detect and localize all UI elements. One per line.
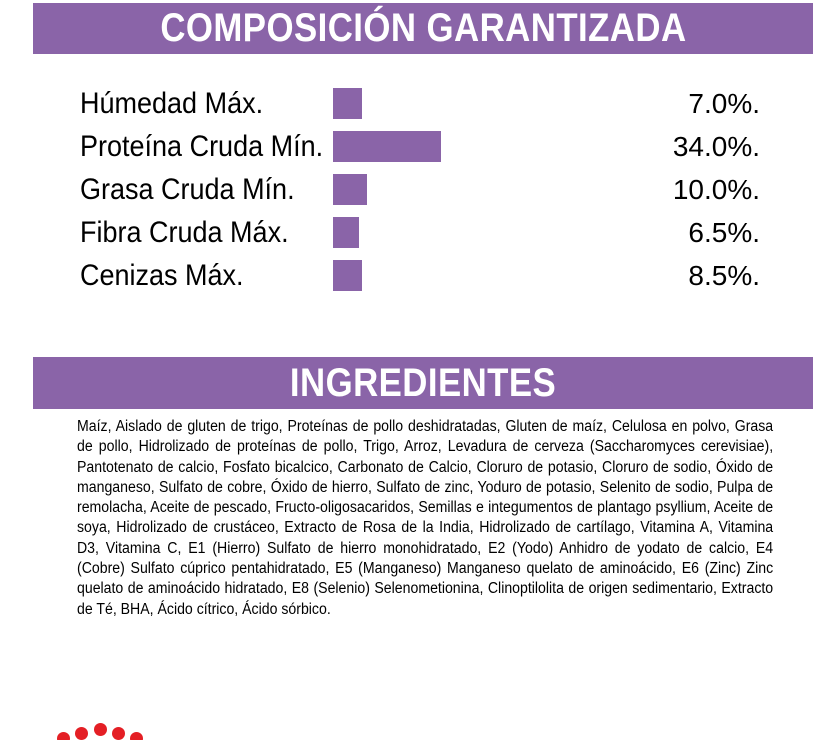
analysis-bar: [333, 217, 359, 248]
logo-dot-icon: [130, 732, 143, 740]
logo-dot-icon: [94, 723, 107, 736]
logo-dot-icon: [57, 732, 70, 740]
ingredients-paragraph: Maíz, Aislado de gluten de trigo, Proteí…: [77, 418, 774, 618]
analysis-value: 8.5%.: [688, 259, 760, 291]
guaranteed-analysis-table: Húmedad Máx. 7.0%. Proteína Cruda Mín. 34.0…: [0, 82, 840, 297]
ingredientes-title: INGREDIENTES: [289, 360, 557, 405]
analysis-bar: [333, 260, 362, 291]
analysis-bar: [333, 131, 441, 162]
analysis-row: Húmedad Máx. 7.0%.: [0, 82, 840, 125]
logo-dot-icon: [75, 727, 88, 740]
analysis-bar: [333, 88, 362, 119]
composicion-header-band: COMPOSICIÓN GARANTIZADA: [33, 3, 813, 54]
analysis-nutrient-label: Cenizas Máx.: [80, 258, 244, 292]
analysis-nutrient-label: Grasa Cruda Mín.: [80, 172, 295, 206]
composicion-title: COMPOSICIÓN GARANTIZADA: [159, 6, 687, 50]
analysis-nutrient-label: Fibra Cruda Máx.: [80, 215, 289, 249]
analysis-row: Grasa Cruda Mín. 10.0%.: [0, 168, 840, 211]
analysis-row: Proteína Cruda Mín. 34.0%.: [0, 125, 840, 168]
ingredientes-header-band: INGREDIENTES: [33, 357, 813, 409]
analysis-nutrient-label: Húmedad Máx.: [80, 86, 264, 120]
analysis-nutrient-label: Proteína Cruda Mín.: [80, 129, 324, 163]
analysis-value: 10.0%.: [672, 173, 760, 205]
analysis-value: 6.5%.: [688, 216, 760, 248]
logo-dot-icon: [112, 727, 125, 740]
analysis-bar: [333, 174, 367, 205]
analysis-value: 34.0%.: [672, 130, 760, 162]
analysis-value: 7.0%.: [688, 87, 760, 119]
analysis-row: Cenizas Máx. 8.5%.: [0, 254, 840, 297]
analysis-row: Fibra Cruda Máx. 6.5%.: [0, 211, 840, 254]
